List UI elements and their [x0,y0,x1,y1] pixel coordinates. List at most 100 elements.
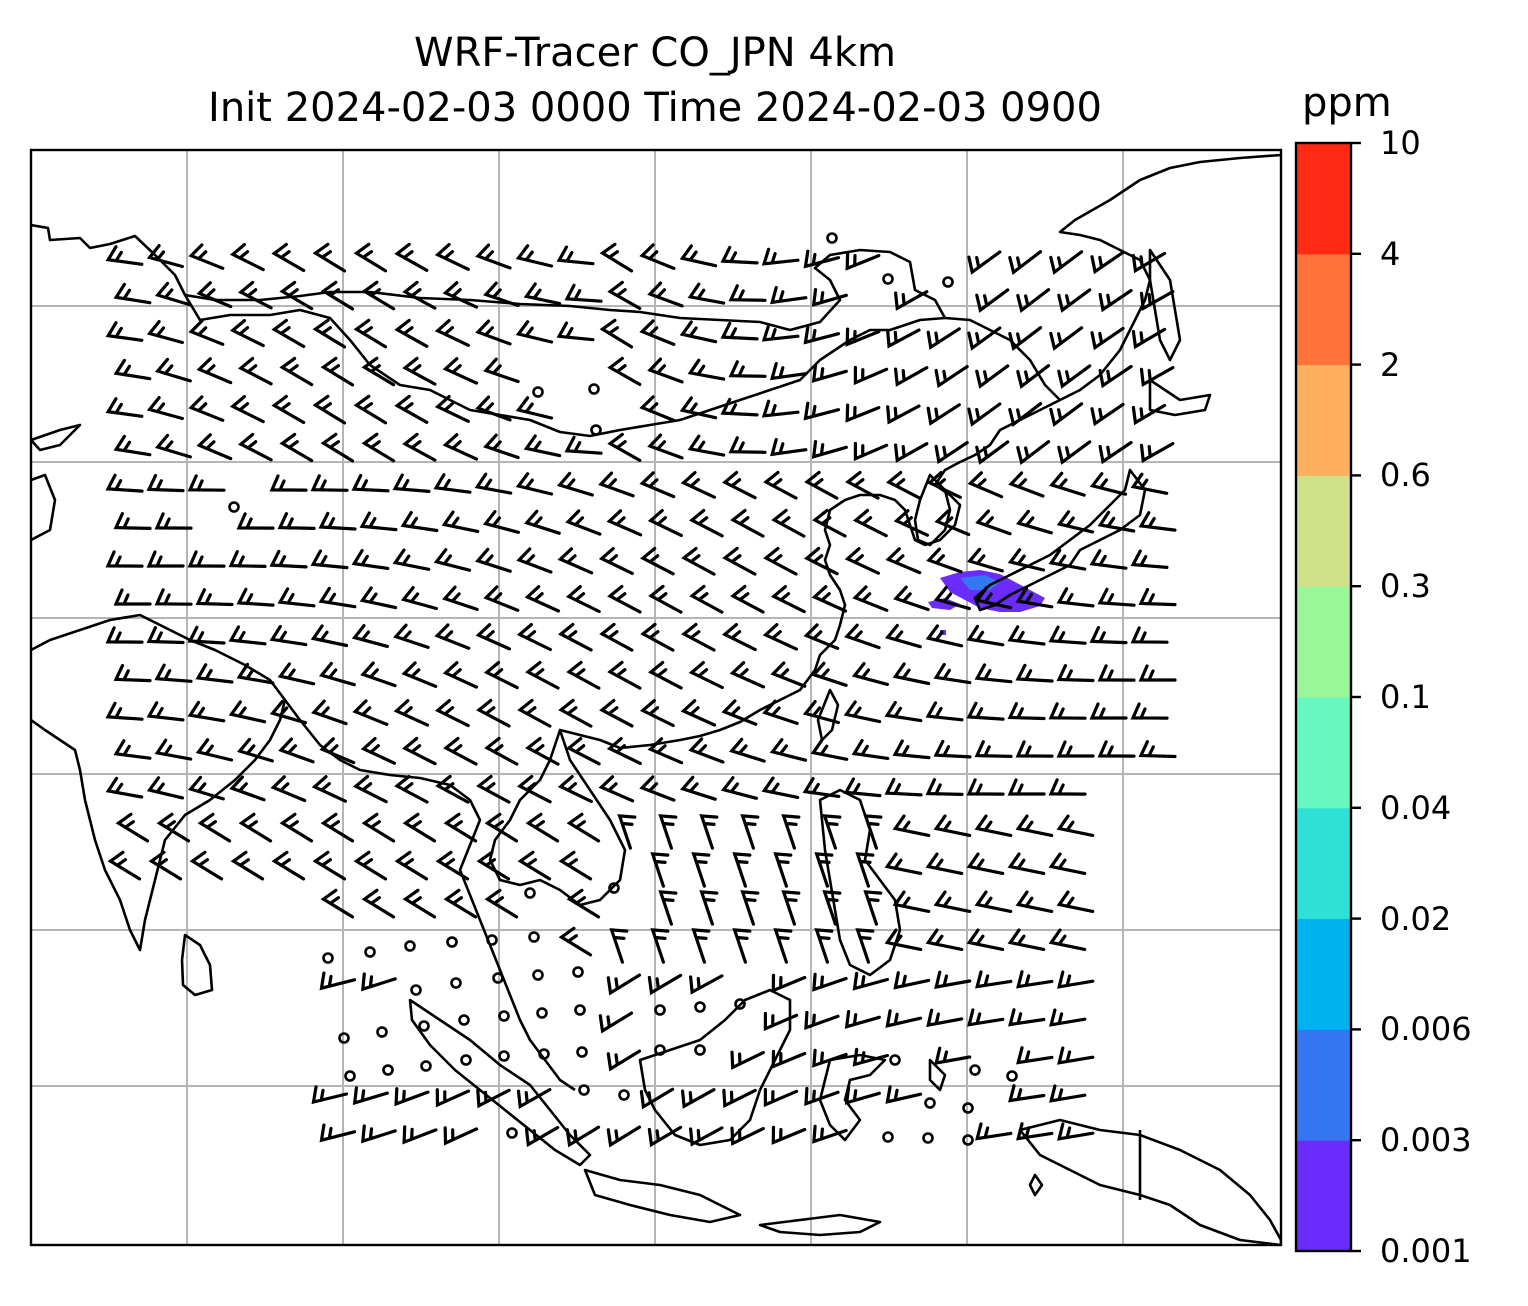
wind-barb [319,1123,357,1143]
wind-barb [1130,702,1169,720]
wind-barb [394,1087,430,1107]
wind-barb [564,435,603,455]
wind-barb [189,850,224,881]
wind-barb [228,625,267,646]
wind-barb [1016,970,1054,989]
wind-barb [884,852,923,875]
wind-barb [187,550,226,568]
calm-marker [538,1048,550,1060]
wind-barb [360,661,397,688]
calm-marker [969,1064,981,1076]
wind-barb [647,509,683,537]
wind-barb [394,850,429,881]
wind-barb [228,550,267,568]
wind-barb [769,738,808,762]
wind-barb [855,928,875,964]
wind-barb [115,812,150,843]
wind-barb [236,512,275,530]
wind-barb [196,357,233,385]
colorbar-segment [1296,918,1351,1030]
wind-barb [606,737,642,765]
wind-barb [606,1049,642,1072]
wind-barb [1139,290,1175,311]
wind-barb [402,736,437,766]
wind-barb [1015,663,1054,683]
wind-barb [658,890,678,926]
wind-barb [892,662,931,686]
wind-barb [187,625,226,645]
wind-barb [1138,588,1177,607]
wind-barb [804,1086,840,1107]
wind-barb [515,396,554,420]
wind-barb [851,662,889,686]
wind-barb [1007,852,1046,875]
wind-barb [278,737,315,764]
wind-barb [435,774,470,804]
wind-barb [361,280,396,311]
wind-barb [689,1126,724,1147]
wind-barb [1016,440,1051,466]
wind-barb [679,396,718,420]
wind-barb [230,850,265,881]
wind-barb [483,585,520,612]
colorbar-tick-label: 2 [1380,345,1401,384]
wind-barb [319,971,357,991]
wind-barb [892,890,931,913]
calm-marker [364,946,376,958]
wind-barb [154,588,193,606]
calm-marker [734,998,746,1010]
wind-barb [730,1050,765,1070]
wind-barb [352,1086,389,1106]
wind-barb [228,700,267,724]
wind-barb [885,1085,923,1104]
wind-barb [516,1088,552,1109]
wind-barb [812,972,848,992]
wind-barb [886,404,921,425]
wind-barb [1015,890,1054,913]
wind-barb [1097,510,1136,533]
colorbar-segment [1296,143,1351,255]
map-title-line2: Init 2024-02-03 0000 Time 2024-02-03 090… [208,85,1102,131]
wind-barb [648,660,683,690]
wind-barb [975,440,1010,465]
wind-barb [617,814,637,850]
colorbar-segment [1296,475,1351,587]
wind-barb [822,814,842,850]
calm-marker [590,424,602,436]
wind-barb [606,1125,642,1148]
wind-barb [318,511,357,531]
wind-barb [974,890,1013,913]
wind-barb [853,441,889,462]
wind-barb [312,850,347,881]
colorbar-tick-label: 0.003 [1380,1121,1472,1160]
wind-barb [517,850,552,881]
wind-barb [188,395,225,422]
wind-barb [515,472,554,496]
wind-barb [400,586,438,611]
wind-barb [361,812,396,843]
wind-barb [269,474,308,492]
wind-barb [966,852,1005,875]
wind-barb [720,245,759,265]
wind-barb [484,736,519,766]
wind-barb [844,547,880,575]
colorbar-segment [1296,697,1351,809]
wind-barb [761,247,800,266]
wind-barb [762,699,799,725]
calm-marker [458,1014,470,1026]
wind-barb [443,888,478,919]
wind-barb [154,281,192,307]
wind-barb [556,471,594,497]
wind-barb [148,850,183,881]
colorbar-segment [1296,807,1351,920]
wind-barb [270,775,307,803]
wind-barb [761,399,800,418]
wind-barb [599,242,634,273]
colorbar [1294,141,1361,1253]
wind-barb [730,1126,765,1146]
colorbar-segment [1296,586,1351,698]
wind-barb [229,243,265,272]
wind-barb [598,471,635,498]
wind-barb [154,357,192,383]
wind-barb [1048,852,1087,875]
